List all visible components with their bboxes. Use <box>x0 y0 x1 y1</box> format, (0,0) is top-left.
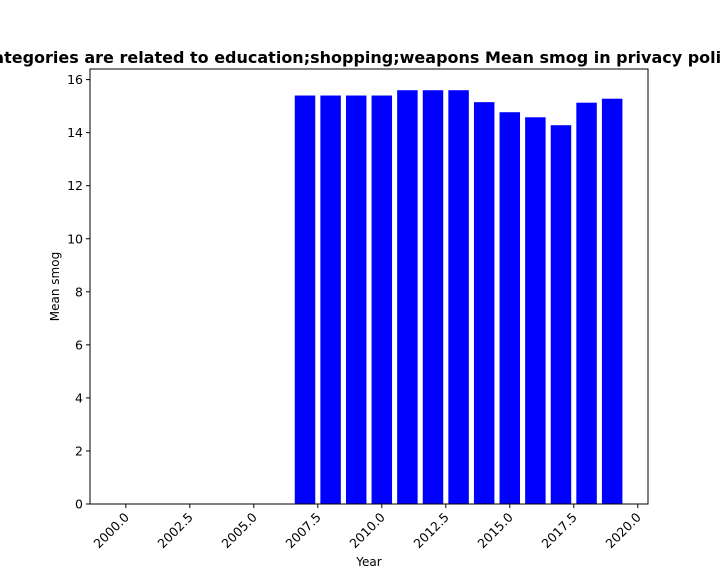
x-tick-label: 2007.5 <box>282 510 324 552</box>
x-axis-ticks: 2000.0 2002.5 2005.0 2007.5 2010.0 2012.5 2015… <box>90 504 644 552</box>
bar-2008 <box>320 95 341 505</box>
x-tick-label: 2002.5 <box>154 510 196 552</box>
bar-2013 <box>448 90 469 504</box>
bar-2018 <box>576 102 597 504</box>
y-tick-label: 0 <box>75 497 83 512</box>
y-axis-label: Mean smog <box>48 252 62 321</box>
bar-2016 <box>525 117 546 505</box>
y-tick-label: 4 <box>75 390 83 405</box>
x-tick-label: 2000.0 <box>90 509 132 551</box>
y-tick-label: 12 <box>67 178 83 193</box>
x-tick-label: 2017.5 <box>538 510 580 552</box>
y-tick-label: 2 <box>75 443 83 458</box>
bars-group <box>294 90 623 505</box>
x-tick-label: 2012.5 <box>410 510 452 552</box>
bar-2007 <box>294 95 316 505</box>
bar-2011 <box>397 90 418 504</box>
bar-2009 <box>345 95 367 505</box>
x-tick-label: 2010.0 <box>346 509 388 551</box>
y-tick-label: 14 <box>67 125 83 140</box>
y-tick-label: 16 <box>67 72 83 87</box>
x-axis-label: Year <box>355 555 381 569</box>
chart-title: Categories are related to education;shop… <box>0 48 720 67</box>
bar-2015 <box>499 112 521 504</box>
bar-2014 <box>473 102 495 504</box>
y-axis-ticks: 0 2 4 6 8 10 12 14 16 <box>67 72 90 512</box>
x-tick-label: 2005.0 <box>218 509 260 551</box>
x-tick-label: 2020.0 <box>602 509 644 551</box>
plot-frame <box>89 68 649 505</box>
bar-2017 <box>550 125 572 504</box>
y-tick-label: 10 <box>67 231 83 246</box>
bar-2010 <box>371 95 393 505</box>
y-tick-label: 6 <box>75 337 83 352</box>
x-tick-label: 2015.0 <box>474 509 516 551</box>
y-tick-label: 8 <box>75 284 83 299</box>
bar-2012 <box>422 90 444 504</box>
bar-2019 <box>601 98 623 505</box>
